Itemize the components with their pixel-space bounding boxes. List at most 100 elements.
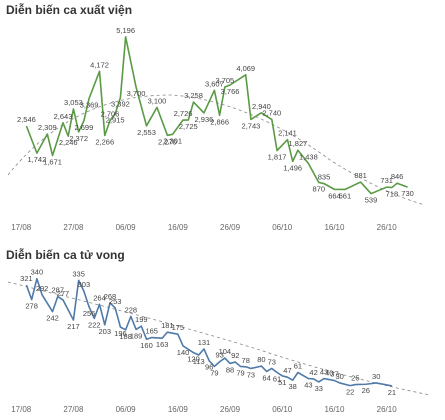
data-line bbox=[25, 36, 408, 195]
value-label: 2,706 bbox=[101, 110, 120, 119]
value-label: 321 bbox=[20, 274, 33, 283]
value-label: 30 bbox=[372, 372, 380, 381]
value-label: 3,607 bbox=[205, 79, 224, 88]
value-label: 661 bbox=[339, 191, 352, 200]
value-label: 253 bbox=[109, 297, 122, 306]
value-label: 61 bbox=[273, 374, 281, 383]
x-tick-label: 16/10 bbox=[324, 223, 345, 232]
value-label: 196 bbox=[114, 329, 127, 338]
value-label: 96 bbox=[205, 363, 213, 372]
value-label: 222 bbox=[88, 320, 101, 329]
value-label: 718 bbox=[386, 190, 399, 199]
value-label: 51 bbox=[278, 378, 286, 387]
value-label: 3,705 bbox=[215, 76, 234, 85]
value-label: 2,725 bbox=[179, 122, 198, 131]
value-label: 175 bbox=[172, 323, 185, 332]
value-label: 2,743 bbox=[242, 121, 261, 130]
value-label: 264 bbox=[93, 293, 106, 302]
value-label: 2,643 bbox=[54, 112, 73, 121]
x-tick-label: 27/08 bbox=[63, 223, 84, 232]
x-tick-label: 26/10 bbox=[377, 223, 398, 232]
x-tick-label: 16/09 bbox=[168, 223, 189, 232]
value-label: 217 bbox=[67, 322, 80, 331]
x-tick-label: 06/10 bbox=[272, 223, 293, 232]
value-label: 2,309 bbox=[38, 123, 57, 132]
value-label: 1,827 bbox=[289, 139, 308, 148]
value-label: 47 bbox=[283, 366, 291, 375]
value-label: 78 bbox=[242, 356, 250, 365]
value-label: 2,141 bbox=[278, 129, 297, 138]
value-label: 870 bbox=[313, 184, 326, 193]
value-label: 113 bbox=[193, 357, 205, 366]
value-label: 2,553 bbox=[137, 128, 156, 137]
value-label: 73 bbox=[247, 370, 255, 379]
value-label: 73 bbox=[268, 357, 276, 366]
x-tick-label: 06/09 bbox=[116, 405, 137, 414]
value-label: 2,699 bbox=[74, 123, 93, 132]
value-label: 160 bbox=[140, 341, 153, 350]
x-tick-label: 16/10 bbox=[324, 405, 345, 414]
value-label: 3,766 bbox=[221, 87, 240, 96]
value-label: 228 bbox=[125, 305, 138, 314]
value-label: 1,817 bbox=[268, 153, 287, 162]
value-label: 188 bbox=[119, 332, 132, 341]
value-label: 2,940 bbox=[252, 102, 271, 111]
value-label: 292 bbox=[36, 284, 49, 293]
value-label: 61 bbox=[294, 361, 302, 370]
value-label: 64 bbox=[262, 373, 270, 382]
value-label: 3,392 bbox=[111, 100, 130, 109]
value-label: 37 bbox=[330, 370, 338, 379]
value-label: 26 bbox=[362, 386, 370, 395]
value-label: 38 bbox=[289, 382, 297, 391]
value-label: 2,270 bbox=[158, 137, 177, 146]
value-label: 22 bbox=[346, 388, 354, 397]
value-label: 731 bbox=[380, 176, 393, 185]
value-label: 287 bbox=[52, 286, 65, 295]
value-label: 256 bbox=[83, 309, 96, 318]
value-label: 140 bbox=[177, 348, 190, 357]
value-label: 3,258 bbox=[184, 91, 203, 100]
x-tick-label: 17/08 bbox=[11, 223, 32, 232]
value-label: 30 bbox=[336, 372, 344, 381]
value-label: 21 bbox=[388, 388, 396, 397]
value-label: 2,936 bbox=[195, 115, 214, 124]
trend-line bbox=[7, 94, 426, 206]
value-label: 846 bbox=[391, 172, 404, 181]
value-label: 664 bbox=[328, 191, 341, 200]
value-label: 2,246 bbox=[59, 138, 78, 147]
data-line bbox=[25, 277, 393, 387]
x-tick-label: 06/10 bbox=[272, 405, 293, 414]
value-label: 3,053 bbox=[64, 98, 83, 107]
value-label: 165 bbox=[145, 327, 158, 336]
x-tick-label: 16/09 bbox=[168, 405, 189, 414]
x-tick-label: 27/08 bbox=[63, 405, 84, 414]
x-tick-label: 26/09 bbox=[220, 405, 241, 414]
value-label: 2,546 bbox=[17, 115, 36, 124]
value-label: 2,266 bbox=[95, 137, 114, 146]
value-label: 163 bbox=[156, 340, 169, 349]
value-label: 88 bbox=[226, 365, 234, 374]
value-label: 79 bbox=[236, 368, 244, 377]
value-label: 278 bbox=[25, 302, 38, 311]
value-label: 33 bbox=[315, 384, 323, 393]
value-label: 104 bbox=[219, 347, 232, 356]
value-label: 43 bbox=[320, 368, 328, 377]
value-label: 199 bbox=[135, 315, 148, 324]
value-label: 189 bbox=[130, 331, 143, 340]
value-label: 93 bbox=[215, 351, 223, 360]
x-tick-label: 26/10 bbox=[377, 405, 398, 414]
value-label: 730 bbox=[401, 189, 414, 198]
value-label: 2,740 bbox=[262, 109, 281, 118]
value-label: 4,172 bbox=[90, 60, 109, 69]
value-label: 2,726 bbox=[174, 109, 193, 118]
x-tick-label: 17/08 bbox=[11, 405, 32, 414]
value-label: 4,069 bbox=[236, 64, 255, 73]
value-label: 181 bbox=[161, 321, 174, 330]
value-label: 80 bbox=[257, 355, 265, 364]
value-label: 2,372 bbox=[69, 134, 88, 143]
x-tick-label: 26/09 bbox=[220, 223, 241, 232]
value-label: 242 bbox=[46, 314, 59, 323]
value-label: 79 bbox=[210, 368, 218, 377]
value-label: 2,301 bbox=[163, 136, 182, 145]
